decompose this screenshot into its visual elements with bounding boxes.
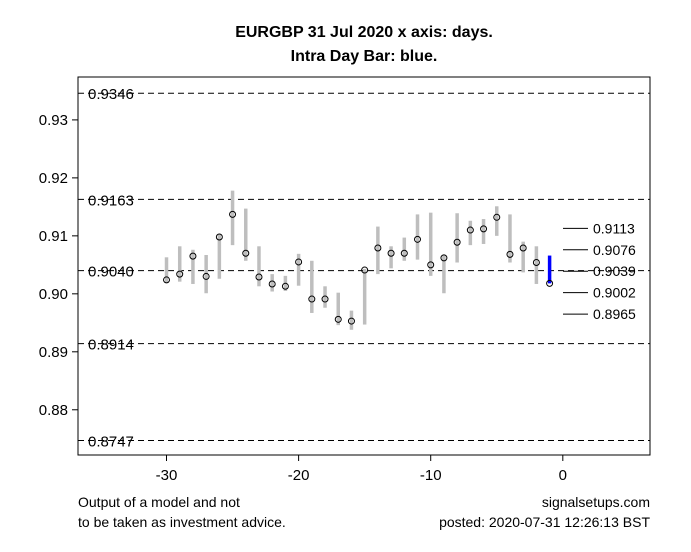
dashed-level-label: 0.8914 — [88, 337, 134, 354]
close-marker — [519, 244, 527, 252]
close-marker — [493, 213, 501, 221]
close-marker — [229, 210, 237, 218]
dashed-level-label: 0.9040 — [88, 264, 134, 281]
close-marker — [414, 235, 422, 243]
disclaimer-line-1: Output of a model and not — [78, 494, 240, 510]
close-marker — [347, 317, 355, 325]
dashed-level-label: 0.9346 — [88, 86, 134, 103]
y-tick-label: 0.92 — [39, 170, 68, 187]
x-tick-label: 0 — [559, 467, 567, 484]
close-marker — [202, 272, 210, 280]
chart-title-line-1: EURGBP 31 Jul 2020 x axis: days. — [235, 24, 493, 41]
close-marker — [334, 315, 342, 323]
close-marker — [440, 254, 448, 262]
close-marker — [374, 244, 382, 252]
projection-level-label: 0.9039 — [593, 263, 636, 279]
chart-title-line-2: Intra Day Bar: blue. — [291, 48, 438, 65]
close-marker — [255, 273, 263, 281]
y-tick-label: 0.91 — [39, 228, 68, 245]
close-marker — [427, 261, 435, 269]
close-marker — [215, 233, 223, 241]
close-marker — [361, 266, 369, 274]
x-tick-label: -10 — [420, 467, 442, 484]
disclaimer-line-2: to be taken as investment advice. — [78, 514, 286, 530]
x-tick-label: -30 — [156, 467, 178, 484]
close-marker — [163, 276, 171, 284]
y-tick-label: 0.89 — [39, 344, 68, 361]
dashed-level-label: 0.8747 — [88, 434, 134, 451]
close-marker — [176, 270, 184, 278]
close-marker — [268, 280, 276, 288]
projection-level-label: 0.9002 — [593, 285, 636, 301]
y-tick-label: 0.90 — [39, 286, 68, 303]
close-marker — [295, 258, 303, 266]
close-marker — [387, 249, 395, 257]
site-name: signalsetups.com — [542, 494, 650, 510]
close-marker — [242, 249, 250, 257]
close-marker — [453, 238, 461, 246]
posted-timestamp: posted: 2020-07-31 12:26:13 BST — [439, 514, 650, 530]
plot-frame — [77, 76, 651, 456]
y-tick-label: 0.93 — [39, 112, 68, 129]
close-marker — [466, 226, 474, 234]
close-marker — [321, 295, 329, 303]
projection-level-label: 0.8965 — [593, 306, 636, 322]
close-marker — [189, 252, 197, 260]
y-tick-label: 0.88 — [39, 402, 68, 419]
close-marker — [532, 259, 540, 267]
close-marker — [506, 250, 514, 258]
close-marker — [400, 249, 408, 257]
x-tick-label: -20 — [288, 467, 310, 484]
projection-level-label: 0.9076 — [593, 242, 636, 258]
close-marker — [308, 295, 316, 303]
close-marker — [480, 225, 488, 233]
projection-level-label: 0.9113 — [593, 220, 635, 236]
close-marker — [546, 279, 554, 287]
dashed-level-label: 0.9163 — [88, 192, 134, 209]
close-marker — [281, 282, 289, 290]
